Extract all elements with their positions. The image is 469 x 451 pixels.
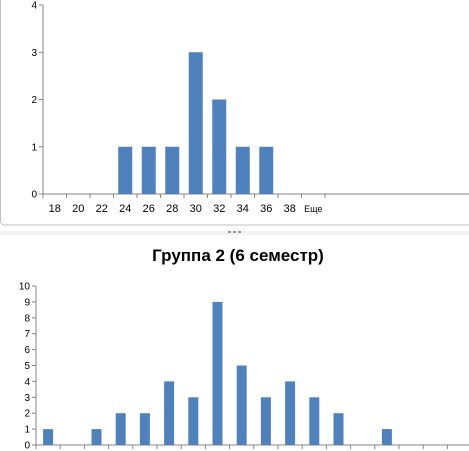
bottom-y-tick-label: 0 [24,441,30,451]
bottom-bar [43,429,54,445]
top-x-tick-label: 28 [166,203,178,215]
chart-frame [0,0,469,226]
top-x-tick-label: 36 [260,203,272,215]
bottom-bar [212,301,223,445]
top-y-tick-label: 3 [31,48,37,59]
top-x-tick-label: Еще [304,204,322,214]
top-x-tick-label: 38 [284,203,296,215]
top-x-tick-label: 32 [213,203,225,215]
bottom-y-tick-label: 2 [24,409,30,420]
bottom-y-tick-label: 10 [19,282,31,293]
bottom-y-tick-label: 8 [24,313,30,324]
chart-group-2: Группа 2 (6 семестр) 0 1 2 3 4 5 6 7 8 9 10 [0,231,469,451]
bottom-y-tick-label: 6 [24,345,30,356]
top-bar [188,52,203,194]
resize-handle[interactable] [228,231,241,233]
bottom-y-tick-label: 3 [24,393,30,404]
bottom-bar [333,413,344,445]
bottom-y-tick-label: 5 [24,361,30,372]
bottom-y-tick-label: 7 [24,329,30,340]
top-y-tick-label: 2 [31,95,37,106]
top-bar [259,146,274,194]
bottom-bar [285,381,296,445]
top-x-tick-label: 22 [96,203,108,215]
top-bar [141,146,156,194]
bottom-bar [381,429,392,445]
top-y-tick-label: 4 [31,1,37,12]
top-x-tick-label: 24 [119,203,131,215]
top-y-tick-label: 0 [31,190,37,201]
bottom-bar [139,413,150,445]
bottom-bar [236,365,247,445]
chart-title: Группа 2 (6 семестр) [152,246,324,265]
top-x-tick-label: 34 [237,203,249,215]
top-x-tick-label: 20 [72,203,84,215]
top-bar [165,146,180,194]
top-bar [118,146,133,194]
bottom-y-tick-label: 9 [24,297,30,308]
bottom-bar [309,397,320,445]
bottom-y-tick-label: 1 [24,425,30,436]
bottom-bar [91,429,102,445]
bottom-bar [260,397,271,445]
top-y-tick-label: 1 [31,142,37,153]
top-bar [235,146,250,194]
top-bar [212,99,227,194]
top-x-tick-label: 26 [143,203,155,215]
top-x-tick-label: 18 [49,203,61,215]
bottom-bar [188,397,199,445]
bottom-bar [164,381,175,445]
bottom-y-tick-label: 4 [24,377,30,388]
top-x-tick-label: 30 [190,203,202,215]
bottom-bar [115,413,126,445]
